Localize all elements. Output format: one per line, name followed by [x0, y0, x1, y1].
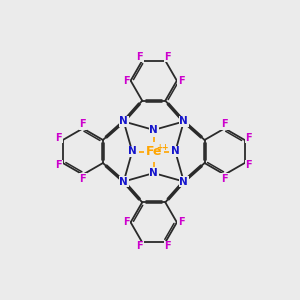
Text: N: N: [171, 146, 180, 157]
Text: F: F: [245, 160, 252, 170]
Text: F: F: [221, 174, 228, 184]
Text: F: F: [178, 217, 185, 227]
Text: F: F: [80, 174, 86, 184]
Text: F: F: [136, 52, 143, 62]
Text: N: N: [149, 168, 158, 178]
Text: N: N: [128, 146, 136, 157]
Text: F: F: [56, 160, 62, 170]
Text: F: F: [245, 133, 252, 142]
Text: F: F: [136, 241, 143, 251]
Text: Fe: Fe: [146, 145, 162, 158]
Text: N: N: [149, 125, 158, 135]
Text: F: F: [123, 217, 129, 227]
Text: F: F: [164, 241, 171, 251]
Text: N: N: [119, 176, 128, 187]
Text: F: F: [164, 52, 171, 62]
Text: N: N: [179, 116, 188, 127]
Text: F: F: [80, 119, 86, 129]
Text: N: N: [179, 176, 188, 187]
Text: F: F: [56, 133, 62, 142]
Text: ++: ++: [157, 143, 169, 152]
Text: F: F: [123, 76, 129, 86]
Text: F: F: [221, 119, 228, 129]
Text: N: N: [119, 116, 128, 127]
Text: F: F: [178, 76, 185, 86]
